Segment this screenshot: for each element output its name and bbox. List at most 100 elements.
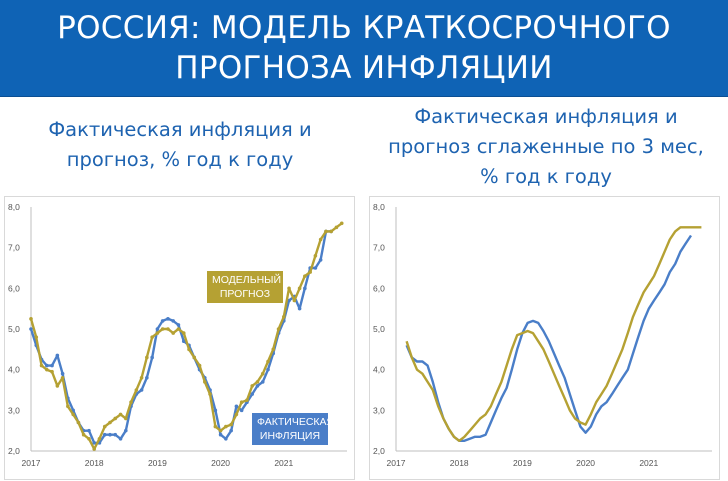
right-chart-y-tick-label: 4,0 [373,365,385,375]
left-subtitle-line1: Фактическая инфляция и [48,118,312,141]
right-chart-y-tick-label: 7,0 [373,243,385,253]
left-chart-series-1-point [150,335,154,339]
left-chart-series-0-point [229,428,233,433]
right-chart-y-tick-label: 6,0 [373,283,385,293]
left-chart-x-tick-label: 2018 [85,458,104,468]
left-chart-series-0-point [234,404,239,409]
left-chart-series-1-point [108,420,112,425]
left-chart-series-0-point [250,392,254,396]
left-chart-series-0-point [102,432,107,437]
left-chart-series-1-point [334,225,339,230]
left-chart-y-tick-label: 2,0 [8,446,20,456]
left-chart-series-1-point [171,331,175,335]
left-chart-series-1-line [29,222,343,451]
left-chart-subtitle: Фактическая инфляция и прогноз, % год к … [10,115,350,175]
left-subtitle-line2: прогноз, % год к году [66,148,294,171]
left-chart-series-0-point [92,441,96,445]
right-subtitle-line1: Фактическая инфляция и [414,105,678,128]
left-chart-series-0-point [166,317,170,321]
left-chart-series-0-point [171,319,175,323]
left-chart-series-1-point [50,369,54,374]
left-chart-series-1-point [318,237,323,242]
legend-model-line2: ПРОГНОЗ [219,288,271,300]
left-chart-series-1-point [176,327,181,331]
left-chart-series-1-point [118,412,123,417]
left-chart-svg: 2,0 3,0 4,0 5,0 6,0 7,0 8,0 2017 2018 2019 2020 202… [8,202,347,468]
left-chart-series-1-point [166,327,170,331]
left-chart-series-1-point [250,384,254,388]
right-chart-x-tick-label: 2019 [513,458,532,468]
left-chart-series-1-point [224,424,228,429]
left-chart-series-1-point [139,376,144,380]
left-chart-series-1-point [34,335,39,339]
left-chart-y-tick-label: 8,0 [8,202,20,212]
left-chart-series-0-line [29,230,332,445]
left-chart-series-1-point [260,371,265,376]
left-chart-series-1-point [145,355,149,360]
left-chart-series-0-point [160,319,165,323]
left-chart-series-1-point [113,416,118,421]
left-chart-series-0-point [313,266,318,270]
left-chart-series-1-point [266,359,270,364]
left-chart-series-1-point [245,398,249,402]
left-chart-series-1-point [239,400,244,404]
left-chart-y-tick-label: 7,0 [8,243,20,253]
left-chart-series-0-point [45,363,49,368]
left-chart-series-1-point [218,428,223,433]
right-subtitle-line3: % год к году [480,165,612,188]
right-chart-x-tick-label: 2018 [450,458,469,468]
left-chart-series-1-point [203,380,207,384]
left-chart-series-0-point [55,353,60,358]
left-chart-series-0-point [29,327,33,331]
left-chart-series-1-point [208,392,212,396]
left-chart-series-1-point [255,380,260,384]
left-chart-series-1-point [187,347,191,352]
left-chart-series-1-point [276,327,281,331]
right-chart-series-0-line [405,234,692,443]
left-chart-series-0-point [297,306,302,311]
left-chart-series-1-point [329,229,334,234]
right-chart-y-tick-label: 8,0 [373,202,385,212]
left-chart-series-0-point [145,376,149,380]
left-chart-series-1-point [76,420,81,425]
left-chart-y-tick-label: 6,0 [8,283,20,293]
left-chart-series-0-point [213,408,218,413]
left-chart-series-1-point [297,286,302,291]
left-chart-series-0-point [176,323,181,327]
left-chart-y-tick-label: 5,0 [8,324,20,334]
right-chart-panel: 2,0 3,0 4,0 5,0 6,0 7,0 8,0 2017 2018 2019 2020 202… [369,196,720,480]
left-chart-x-tick-label: 2019 [148,458,167,468]
left-chart-series-1-point [124,416,128,421]
left-chart-series-0-point [60,371,65,376]
left-chart-series-1-point [97,437,102,441]
legend-model-line1: МОДЕЛЬНЫЙ [212,274,282,286]
legend-fact-line1: ФАКТИЧЕСКАЯ [257,416,335,428]
left-chart-series-0-point [181,339,186,343]
left-chart-series-1-point [160,327,165,331]
left-chart-series-1-point [102,424,107,429]
left-chart-series-0-point [239,408,244,413]
left-chart-series-0-point [266,367,270,372]
right-chart-y-tick-label: 2,0 [373,446,385,456]
left-chart-series-1-point [308,270,312,274]
left-chart-series-1-point [87,437,91,441]
left-chart-series-1-point [81,432,86,437]
left-chart-series-0-point [118,437,123,441]
left-chart-series-0-point [155,327,160,331]
left-chart-series-1-point [303,274,307,278]
left-chart-series-0-point [224,437,228,441]
left-chart-series-1-point [292,298,297,303]
left-chart-series-1-point [155,331,160,335]
left-chart-x-tick-label: 2017 [22,458,41,468]
left-chart-series-0-point [218,432,223,437]
left-chart-series-1-point [192,355,197,360]
right-chart-svg: 2,0 3,0 4,0 5,0 6,0 7,0 8,0 2017 2018 2019 2020 202… [373,202,712,468]
left-chart-series-1-point [282,315,286,319]
left-chart-series-1-point [55,384,60,388]
right-chart-x-tick-label: 2020 [576,458,595,468]
left-chart-series-1-point [134,388,139,392]
left-chart-series-1-point [197,363,202,368]
left-chart-series-1-point [339,221,344,226]
left-chart-x-tick-label: 2021 [274,458,293,468]
left-chart-series-0-point [50,363,54,368]
